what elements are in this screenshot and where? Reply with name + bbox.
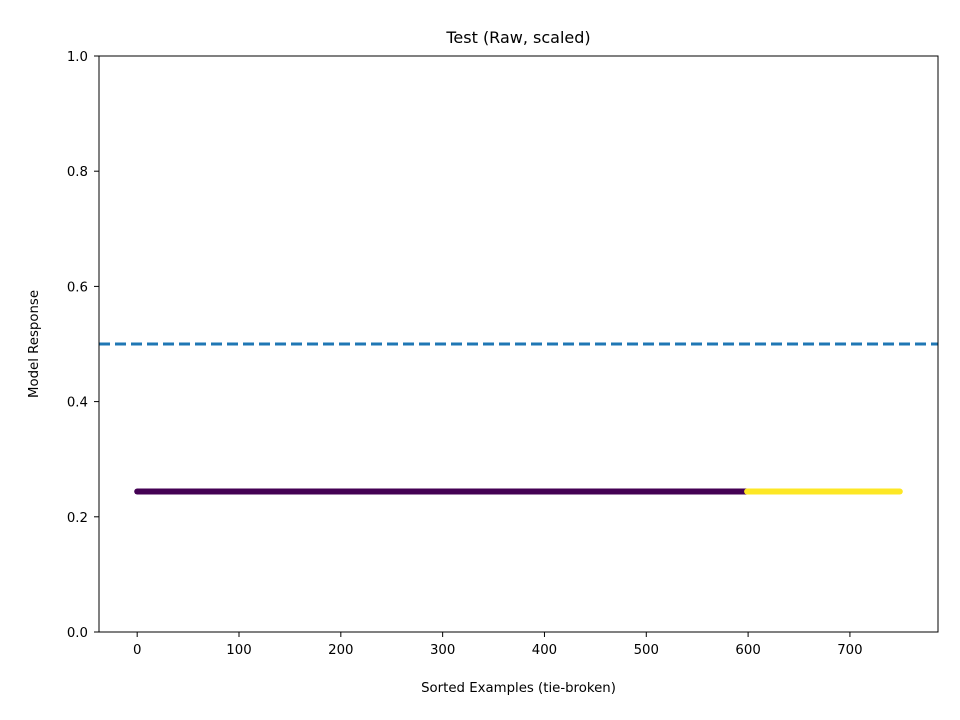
x-axis-label: Sorted Examples (tie-broken): [421, 681, 616, 696]
x-tick-label: 600: [735, 643, 760, 658]
y-tick-label: 0.2: [67, 511, 88, 526]
plot-layer: [99, 342, 938, 495]
plot-frame: [98, 55, 939, 633]
x-axis: 0 100 200 300 400 500 600 700: [133, 632, 863, 658]
x-tick-label: 100: [226, 643, 251, 658]
x-tick-label: 300: [430, 643, 455, 658]
x-tick-label: 0: [133, 643, 141, 658]
y-tick-label: 0.0: [67, 626, 88, 641]
y-tick-label: 0.8: [67, 165, 88, 180]
y-axis-label: Model Response: [27, 290, 42, 398]
y-tick-label: 1.0: [67, 50, 88, 65]
y-tick-label: 0.4: [67, 396, 88, 411]
x-tick-label: 400: [532, 643, 557, 658]
chart-title: Test (Raw, scaled): [445, 28, 590, 47]
y-tick-label: 0.6: [67, 280, 88, 295]
x-tick-label: 200: [328, 643, 353, 658]
x-tick-label: 500: [634, 643, 659, 658]
y-axis: 0.0 0.2 0.4 0.6 0.8 1.0: [67, 50, 99, 641]
x-tick-label: 700: [837, 643, 862, 658]
